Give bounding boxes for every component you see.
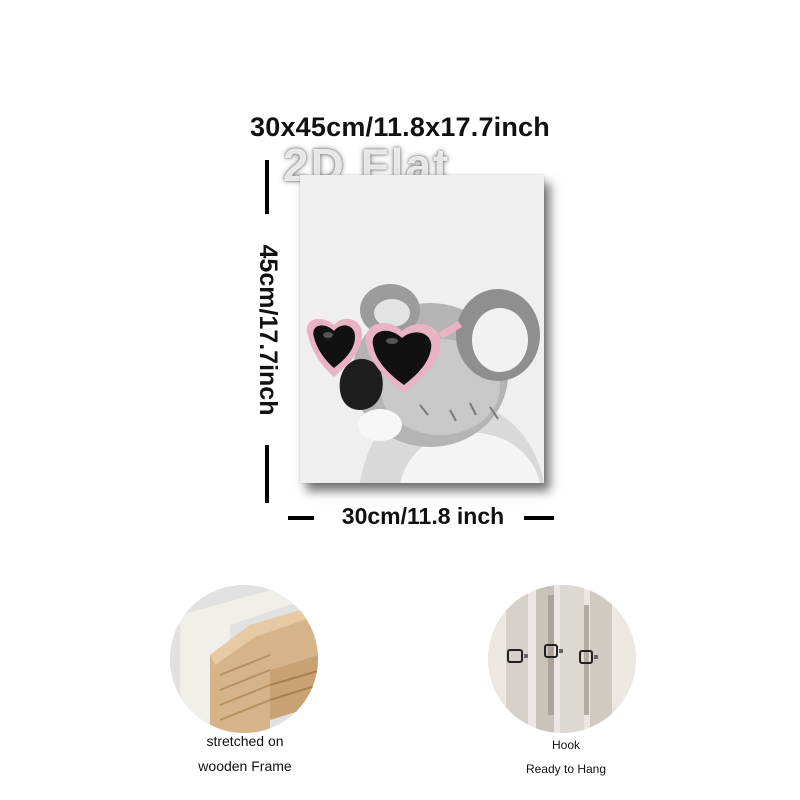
hook-caption-line2: Ready to Hang bbox=[525, 762, 607, 776]
height-dimension-label: 45cm/17.7inch bbox=[254, 244, 282, 416]
width-measure-bar-left bbox=[288, 516, 314, 520]
width-dimension-label: 30cm/11.8 inch bbox=[341, 503, 505, 529]
height-measure-bar-top bbox=[265, 160, 269, 214]
frame-caption-line2: wooden Frame bbox=[198, 758, 292, 774]
overall-dimension-label: 30x45cm/11.8x17.7inch bbox=[250, 112, 550, 142]
koala-artwork bbox=[300, 175, 544, 483]
width-measure-bar-right bbox=[524, 516, 554, 520]
hook-icon bbox=[488, 585, 636, 733]
canvas-print bbox=[300, 175, 544, 483]
frame-caption-line1: stretched on bbox=[206, 733, 284, 749]
height-measure-bar-bottom bbox=[265, 445, 269, 503]
wooden-frame-corner-icon bbox=[170, 585, 318, 733]
hook-caption-line1: Hook bbox=[551, 738, 580, 752]
